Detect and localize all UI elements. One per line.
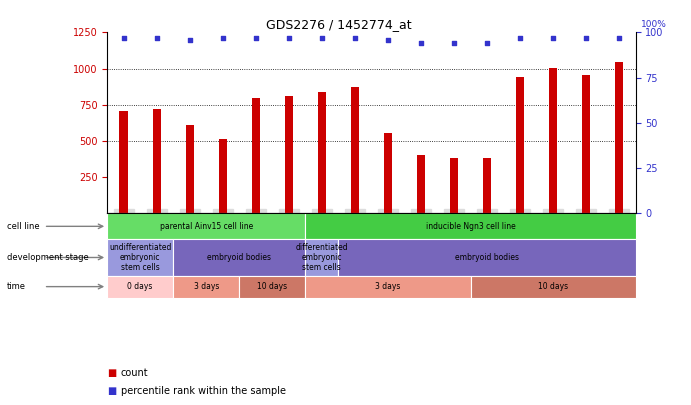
Text: percentile rank within the sample: percentile rank within the sample: [121, 386, 286, 396]
Text: 10 days: 10 days: [257, 282, 287, 291]
Point: [482, 40, 493, 47]
Point: [283, 34, 294, 41]
Bar: [153, 109, 161, 213]
Bar: [450, 158, 458, 213]
Bar: [417, 156, 425, 213]
Bar: [107, 213, 305, 239]
Bar: [252, 98, 260, 213]
Bar: [305, 213, 636, 239]
Bar: [173, 239, 305, 275]
Point: [184, 36, 196, 43]
Bar: [516, 77, 524, 213]
Text: inducible Ngn3 cell line: inducible Ngn3 cell line: [426, 222, 515, 231]
Text: 0 days: 0 days: [127, 282, 153, 291]
Bar: [305, 239, 339, 275]
Point: [515, 34, 526, 41]
Point: [415, 40, 426, 47]
Text: GDS2276 / 1452774_at: GDS2276 / 1452774_at: [265, 18, 411, 31]
Bar: [582, 75, 590, 213]
Bar: [339, 239, 636, 275]
Text: embryoid bodies: embryoid bodies: [455, 253, 519, 262]
Text: 3 days: 3 days: [193, 282, 219, 291]
Bar: [186, 125, 194, 213]
Text: time: time: [7, 282, 26, 291]
Bar: [218, 139, 227, 213]
Bar: [107, 239, 173, 275]
Point: [580, 34, 591, 41]
Point: [614, 34, 625, 41]
Bar: [549, 68, 557, 213]
Bar: [318, 92, 326, 213]
Point: [547, 34, 558, 41]
Text: embryoid bodies: embryoid bodies: [207, 253, 272, 262]
Point: [382, 36, 393, 43]
Bar: [173, 275, 239, 298]
Bar: [305, 275, 471, 298]
Text: ■: ■: [107, 368, 116, 377]
Point: [217, 34, 228, 41]
Text: undifferentiated
embryonic
stem cells: undifferentiated embryonic stem cells: [109, 243, 171, 273]
Bar: [285, 96, 293, 213]
Point: [316, 34, 328, 41]
Text: 3 days: 3 days: [375, 282, 401, 291]
Bar: [120, 111, 128, 213]
Bar: [384, 133, 392, 213]
Point: [448, 40, 460, 47]
Bar: [471, 275, 636, 298]
Text: cell line: cell line: [7, 222, 39, 231]
Text: count: count: [121, 368, 149, 377]
Text: ■: ■: [107, 386, 116, 396]
Point: [118, 34, 129, 41]
Point: [250, 34, 261, 41]
Text: parental Ainv15 cell line: parental Ainv15 cell line: [160, 222, 253, 231]
Text: development stage: development stage: [7, 253, 88, 262]
Text: 100%: 100%: [641, 20, 667, 29]
Bar: [107, 275, 173, 298]
Text: 10 days: 10 days: [538, 282, 568, 291]
Text: differentiated
embryonic
stem cells: differentiated embryonic stem cells: [296, 243, 348, 273]
Point: [151, 34, 162, 41]
Point: [350, 34, 361, 41]
Bar: [615, 62, 623, 213]
Bar: [351, 87, 359, 213]
Bar: [483, 158, 491, 213]
Bar: [239, 275, 305, 298]
